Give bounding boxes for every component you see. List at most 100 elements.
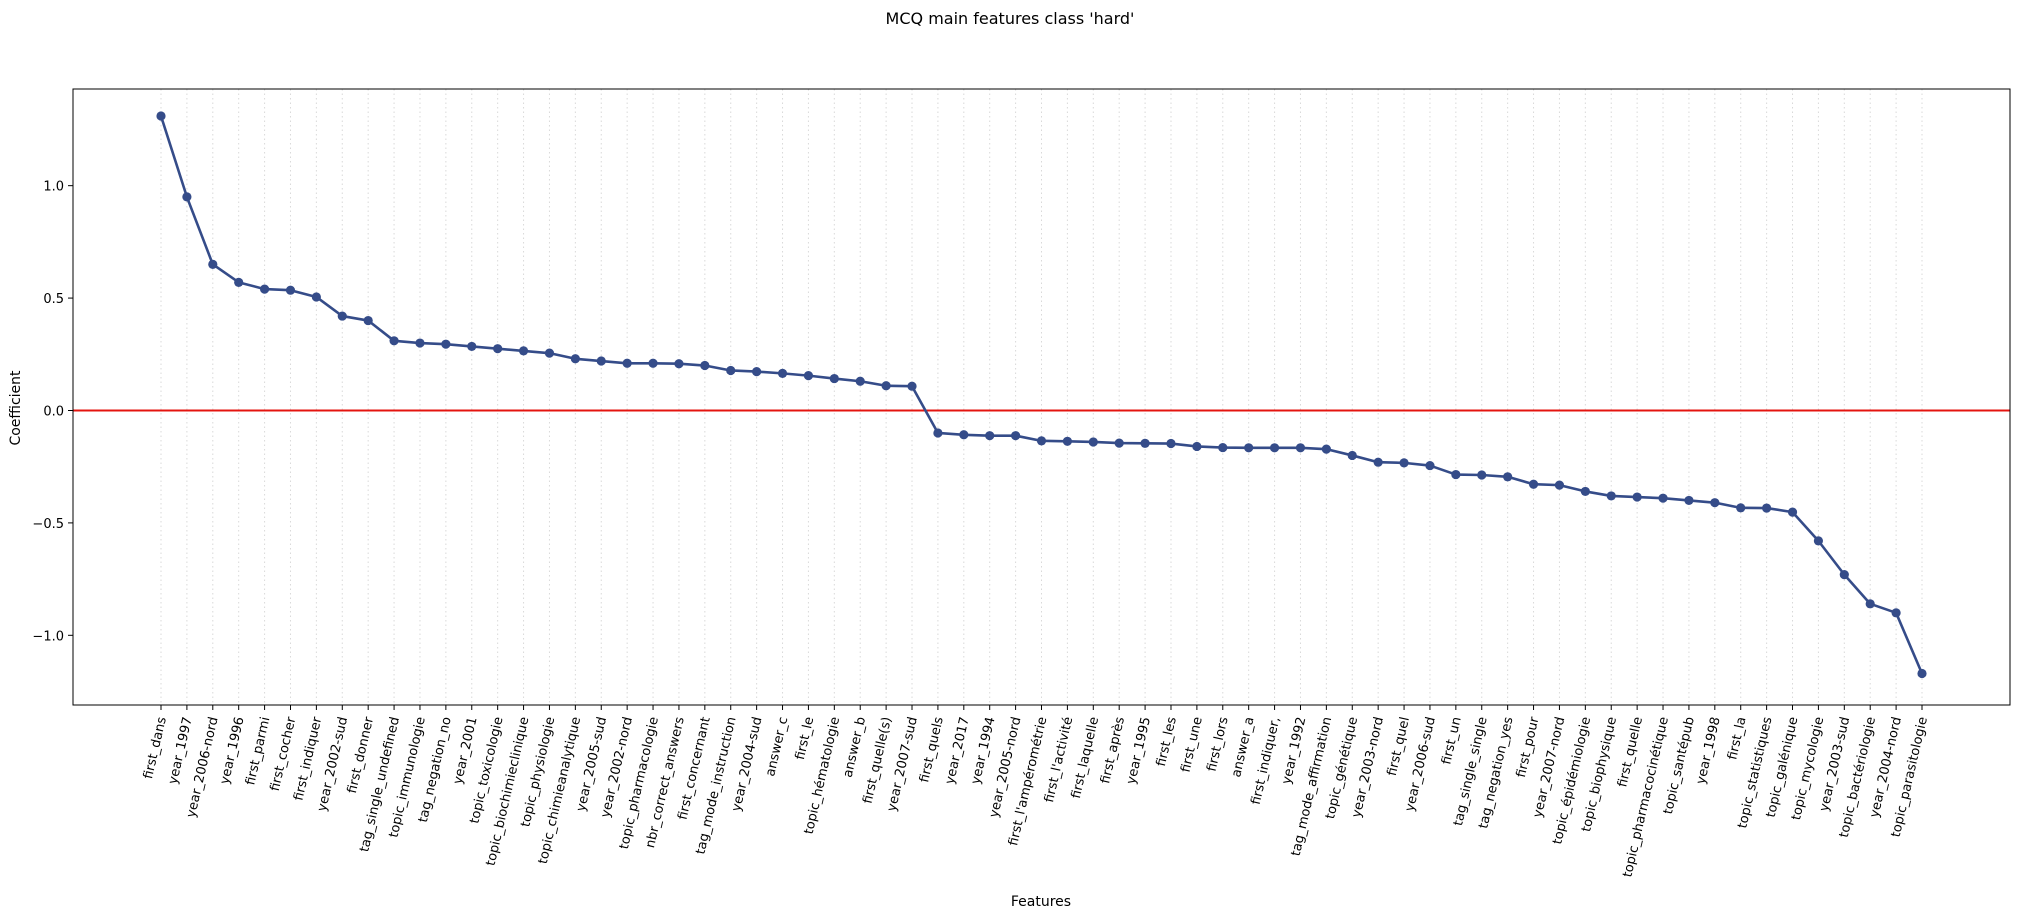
data-point-year_2002-sud bbox=[337, 311, 347, 321]
data-point-tag_negation_yes bbox=[1503, 472, 1513, 482]
data-point-year_2005-sud bbox=[596, 356, 606, 366]
data-point-first_concernant bbox=[700, 360, 710, 371]
x-tick-label: first_un bbox=[1439, 716, 1465, 767]
x-tick-label: year_2001 bbox=[451, 716, 481, 786]
y-axis: −1.0 −0.5 0.0 0.5 1.0 bbox=[32, 180, 73, 644]
data-point-first_la bbox=[1736, 503, 1746, 513]
data-point-first_lors bbox=[1218, 442, 1228, 453]
x-tick-label: first_lors bbox=[1205, 715, 1232, 773]
data-point-first_quels bbox=[933, 428, 943, 438]
x-tick-label: year_2017 bbox=[943, 716, 973, 786]
x-axis: first_dansyear_1997year_2006-nordyear_19… bbox=[141, 705, 1931, 879]
x-tick-label: year_1996 bbox=[218, 716, 248, 786]
data-point-answer_a bbox=[1244, 443, 1254, 453]
data-point-topic_mycologie bbox=[1813, 536, 1824, 546]
data-point-topic_pharmacocinétique bbox=[1658, 493, 1668, 503]
y-tick-label: −0.5 bbox=[32, 517, 64, 532]
data-point-nbr_correct_answers bbox=[674, 359, 684, 369]
data-point-first_quelle(s) bbox=[881, 381, 891, 391]
data-point-first_donner bbox=[363, 315, 373, 326]
data-point-topic_chimieanalytique bbox=[570, 354, 580, 364]
data-point-first_pour bbox=[1528, 479, 1539, 489]
y-tick-label: −1.0 bbox=[32, 629, 64, 644]
data-point-first_quelle bbox=[1632, 492, 1642, 502]
data-point-topic_biophysique bbox=[1606, 491, 1616, 501]
data-point-first_l'activité bbox=[1062, 436, 1072, 446]
data-point-first_les bbox=[1166, 438, 1176, 449]
chart-title: MCQ main features class 'hard' bbox=[886, 9, 1135, 28]
plot-frame bbox=[72, 88, 2011, 706]
data-point-year_2002-nord bbox=[622, 358, 632, 368]
data-point-first_dans bbox=[156, 111, 166, 121]
data-point-first_une bbox=[1192, 441, 1202, 452]
x-tick-label: first_quels bbox=[917, 715, 947, 784]
data-point-topic_hématologie bbox=[829, 373, 839, 384]
data-point-year_2007-sud bbox=[907, 381, 917, 391]
data-point-year_2004-nord bbox=[1891, 608, 1901, 618]
x-tick-label: first_quelle bbox=[1615, 716, 1646, 789]
data-point-year_2017 bbox=[959, 430, 969, 440]
data-point-year_1998 bbox=[1710, 498, 1720, 508]
data-point-first_un bbox=[1451, 469, 1461, 480]
data-point-year_1992 bbox=[1295, 443, 1306, 453]
data-point-first_après bbox=[1114, 438, 1124, 448]
data-point-year_2006-nord bbox=[208, 259, 218, 269]
data-point-topic_santépub bbox=[1684, 495, 1694, 506]
y-tick-label: 1.0 bbox=[43, 180, 64, 195]
data-point-tag_negation_no bbox=[441, 339, 451, 349]
x-tick-label: year_1998 bbox=[1694, 716, 1724, 786]
data-point-year_2003-sud bbox=[1839, 570, 1849, 580]
data-point-year_2006-sud bbox=[1425, 460, 1435, 471]
data-point-year_2001 bbox=[467, 341, 477, 352]
x-tick-label: answer_a bbox=[1229, 716, 1257, 779]
x-tick-label: first_dans bbox=[141, 715, 170, 780]
x-tick-label: answer_b bbox=[841, 716, 869, 780]
x-tick-label: year_1995 bbox=[1124, 716, 1154, 786]
data-point-year_1995 bbox=[1140, 438, 1150, 448]
x-tick-label: first_la bbox=[1725, 716, 1749, 762]
data-point-first_le bbox=[803, 371, 814, 381]
data-point-first_indiquer, bbox=[1269, 443, 1280, 453]
data-point-year_2007-nord bbox=[1554, 480, 1565, 490]
data-point-tag_single_single bbox=[1477, 470, 1487, 480]
data-point-first_l'ampérométrie bbox=[1036, 436, 1047, 446]
data-point-topic_parasitologie bbox=[1917, 668, 1927, 679]
data-point-topic_pharmacologie bbox=[648, 358, 658, 368]
data-point-first_laquelle bbox=[1088, 437, 1098, 447]
data-point-topic_statistiques bbox=[1762, 503, 1772, 513]
x-tick-label: first_pour bbox=[1514, 715, 1543, 779]
data-point-year_1994 bbox=[985, 431, 995, 441]
data-points bbox=[156, 111, 1927, 679]
data-point-first_parmi bbox=[259, 284, 270, 294]
data-point-topic_immunologie bbox=[415, 338, 425, 348]
y-tick-label: 0.0 bbox=[43, 404, 64, 419]
x-tick-label: year_1997 bbox=[166, 716, 196, 786]
data-point-year_2003-nord bbox=[1373, 457, 1383, 467]
vertical-grid bbox=[160, 89, 1923, 705]
x-tick-label: first_parmi bbox=[243, 716, 273, 787]
data-point-first_quel bbox=[1399, 458, 1409, 468]
data-point-year_1996 bbox=[234, 277, 244, 287]
x-tick-label: first_une bbox=[1178, 716, 1205, 774]
data-point-answer_b bbox=[855, 376, 865, 386]
data-point-topic_physiologie bbox=[544, 348, 555, 358]
x-tick-label: first_le bbox=[793, 716, 817, 762]
x-tick-label: year_1994 bbox=[969, 716, 999, 786]
x-tick-label: first_quel bbox=[1385, 716, 1413, 778]
data-point-topic_épidémiologie bbox=[1580, 486, 1590, 497]
x-axis-label: Features bbox=[1011, 894, 1071, 910]
data-point-topic_génétique bbox=[1347, 450, 1357, 461]
x-tick-label: first_les bbox=[1154, 715, 1180, 768]
data-point-topic_biochimieclinique bbox=[518, 346, 529, 356]
data-point-tag_mode_instruction bbox=[726, 365, 736, 376]
y-tick-label: 0.5 bbox=[43, 292, 64, 307]
data-point-tag_single_undefined bbox=[389, 336, 399, 346]
x-tick-label: first_après bbox=[1098, 715, 1128, 785]
data-point-year_1997 bbox=[182, 192, 192, 202]
x-tick-label: year_1992 bbox=[1279, 716, 1309, 786]
data-point-topic_bactériologie bbox=[1865, 599, 1875, 609]
data-point-first_cocher bbox=[285, 285, 296, 295]
data-point-tag_mode_affirmation bbox=[1321, 444, 1331, 454]
data-point-year_2005-nord bbox=[1011, 431, 1021, 441]
